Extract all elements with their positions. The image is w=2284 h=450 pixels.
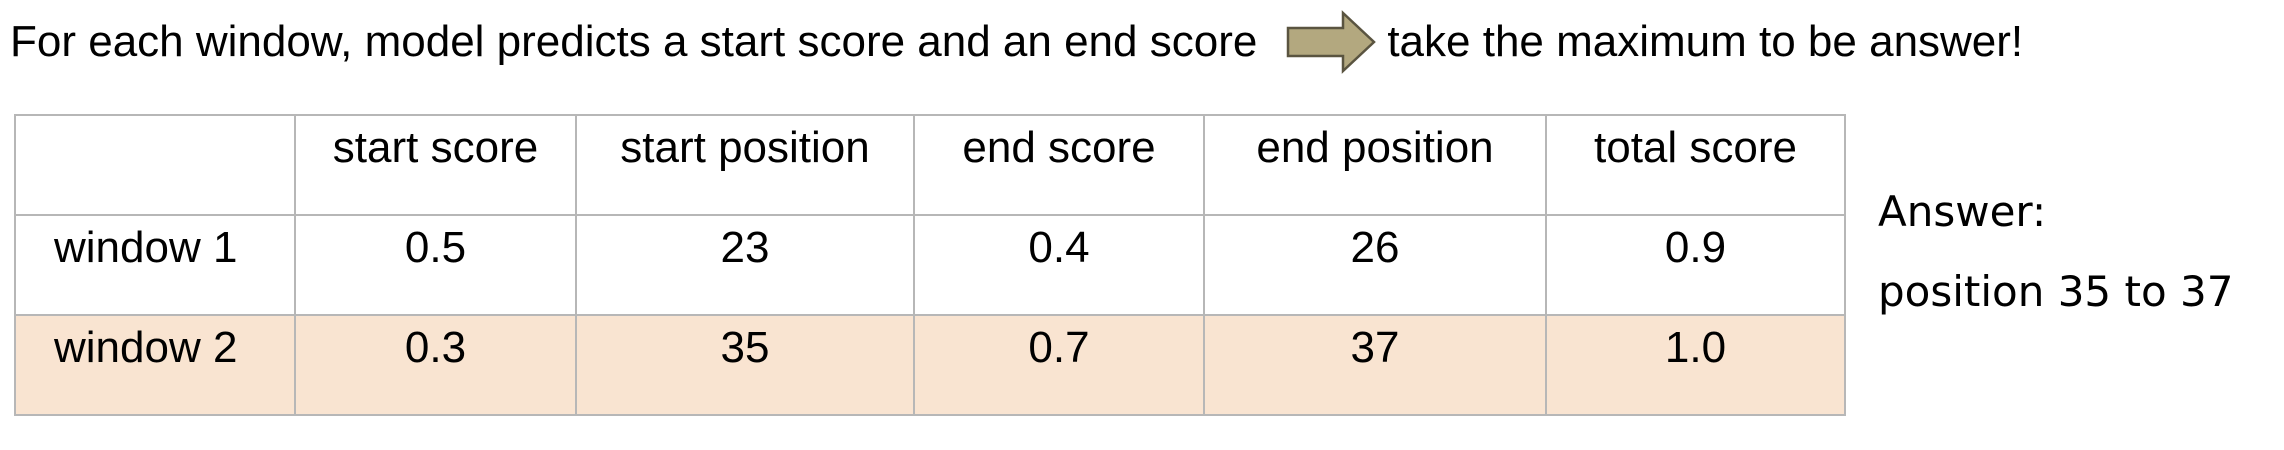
table-row-window-2: window 2 0.3 35 0.7 37 1.0 <box>14 314 1846 416</box>
answer-value: position 35 to 37 <box>1878 267 2234 316</box>
header-cell-end-score: end score <box>913 114 1205 216</box>
right-arrow-icon <box>1285 10 1377 74</box>
row-label: window 2 <box>14 314 296 416</box>
table-row-window-1: window 1 0.5 23 0.4 26 0.9 <box>14 214 1846 316</box>
cell-start-score: 0.5 <box>294 214 577 316</box>
arrow-shape <box>1287 10 1377 74</box>
header-cell-start-score: start score <box>294 114 577 216</box>
header-cell-end-position: end position <box>1203 114 1547 216</box>
cell-end-score: 0.4 <box>913 214 1205 316</box>
cell-start-position: 35 <box>575 314 915 416</box>
cell-end-position: 37 <box>1203 314 1547 416</box>
row-label: window 1 <box>14 214 296 316</box>
table-header-row: start score start position end score end… <box>14 114 1846 216</box>
cell-start-score: 0.3 <box>294 314 577 416</box>
headline-text-before: For each window, model predicts a start … <box>10 17 1258 66</box>
cell-total-score: 0.9 <box>1545 214 1846 316</box>
header-cell-empty <box>14 114 296 216</box>
results-table: start score start position end score end… <box>14 114 1846 416</box>
cell-end-score: 0.7 <box>913 314 1205 416</box>
headline-text-after: take the maximum to be answer! <box>1387 17 2024 66</box>
cell-start-position: 23 <box>575 214 915 316</box>
answer-box: Answer: position 35 to 37 <box>1878 172 2233 332</box>
headline: For each window, model predicts a start … <box>10 10 2024 74</box>
cell-end-position: 26 <box>1203 214 1547 316</box>
answer-label: Answer: <box>1878 187 2047 236</box>
header-cell-start-position: start position <box>575 114 915 216</box>
cell-total-score: 1.0 <box>1545 314 1846 416</box>
header-cell-total-score: total score <box>1545 114 1846 216</box>
